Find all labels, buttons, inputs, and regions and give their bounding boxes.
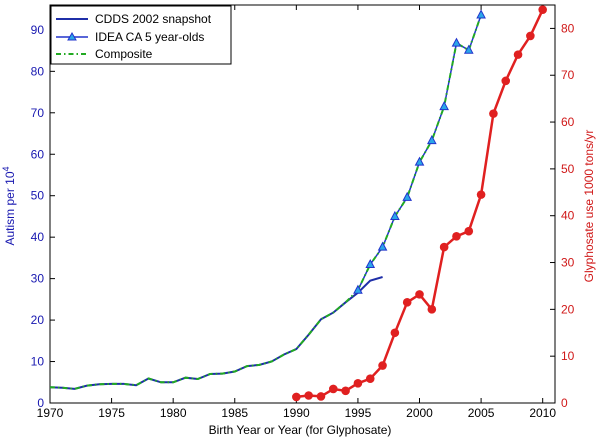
point-glyphosate-2006: [489, 109, 498, 118]
legend-label-cdds: CDDS 2002 snapshot: [95, 12, 212, 26]
point-idea-1998: [390, 210, 400, 220]
x-tick-label-1980: 1980: [160, 406, 187, 420]
y-left-tick-label-80: 80: [31, 64, 45, 78]
point-glyphosate-1995: [353, 379, 363, 388]
y-right-tick-label-60: 60: [561, 115, 575, 129]
point-glyphosate-2009: [526, 31, 535, 41]
point-idea-1997: [377, 241, 388, 251]
legend-label-idea: IDEA CA 5 year-olds: [95, 30, 204, 44]
y-right-tick-label-80: 80: [561, 21, 575, 35]
y-left-tick-label-50: 50: [31, 189, 45, 203]
y-left-tick-label-30: 30: [31, 272, 45, 286]
point-idea-1995: [353, 284, 363, 294]
series-line-composite: [49, 14, 483, 390]
y-left-tick-label-20: 20: [31, 313, 45, 327]
point-glyphosate-2002: [439, 242, 449, 252]
point-glyphosate-2001: [427, 305, 437, 314]
point-glyphosate-1992: [316, 392, 326, 401]
point-glyphosate-2010: [538, 5, 547, 14]
y-right-tick-label-30: 30: [561, 256, 575, 270]
y-left-tick-label-0: 0: [37, 396, 44, 410]
legend-label-composite: Composite: [95, 47, 153, 61]
x-tick-label-2010: 2010: [529, 406, 556, 420]
x-tick-label-1990: 1990: [283, 406, 310, 420]
x-tick-label-1985: 1985: [221, 406, 248, 420]
axis-ticks: 1970 1975 1980 1985 1990 1995 2000 2005 20100102…: [31, 5, 575, 420]
y-right-tick-label-50: 50: [561, 162, 575, 176]
y-right-tick-label-20: 20: [561, 302, 575, 316]
point-glyphosate-1997: [378, 361, 387, 370]
point-glyphosate-1998: [390, 328, 400, 338]
point-glyphosate-2004: [464, 226, 474, 236]
point-idea-2002: [439, 101, 449, 111]
x-tick-label-2000: 2000: [406, 406, 433, 420]
point-glyphosate-1999: [402, 298, 412, 307]
series-layer: [49, 5, 547, 402]
point-idea-2000: [414, 156, 425, 166]
point-idea-1996: [365, 258, 376, 269]
x-tick-label-1970: 1970: [37, 406, 64, 420]
x-axis-title: Birth Year or Year (for Glyphosate): [209, 423, 392, 437]
legend-marker-idea: [67, 31, 77, 41]
point-glyphosate-2000: [415, 290, 424, 299]
point-glyphosate-1996: [365, 374, 375, 383]
point-glyphosate-2008: [513, 50, 523, 59]
point-idea-2001: [426, 135, 437, 145]
point-glyphosate-1990: [292, 392, 301, 402]
y-right-tick-label-70: 70: [561, 68, 575, 82]
y-left-tick-label-10: 10: [31, 355, 45, 369]
x-tick-label-2005: 2005: [468, 406, 495, 420]
y-left-tick-label-90: 90: [31, 23, 45, 37]
point-glyphosate-2007: [501, 76, 511, 86]
x-tick-label-1995: 1995: [345, 406, 372, 420]
plot-area: [49, 4, 556, 404]
y-right-tick-label-0: 0: [561, 396, 568, 410]
y-axis-right-title: Glyphosate use 1000 tons/yr: [582, 130, 596, 283]
point-glyphosate-1993: [328, 384, 338, 394]
point-glyphosate-1991: [304, 391, 313, 400]
point-glyphosate-2003: [452, 232, 461, 241]
point-glyphosate-1994: [341, 386, 350, 396]
y-right-tick-label-10: 10: [561, 349, 575, 363]
point-idea-2005: [476, 9, 486, 19]
legend: CDDS 2002 snapshot IDEA CA 5 year-olds C…: [50, 5, 232, 65]
x-tick-label-1975: 1975: [98, 406, 125, 420]
y-left-tick-label-70: 70: [31, 106, 45, 120]
point-idea-1999: [402, 191, 413, 201]
y-axis-left-title: Autism per 104: [1, 166, 17, 245]
y-right-tick-label-40: 40: [561, 209, 575, 223]
y-left-tick-label-40: 40: [31, 230, 45, 244]
point-idea-2004: [463, 44, 474, 54]
point-idea-2003: [451, 37, 462, 47]
y-left-tick-label-60: 60: [31, 147, 45, 161]
point-glyphosate-2005: [476, 190, 486, 199]
